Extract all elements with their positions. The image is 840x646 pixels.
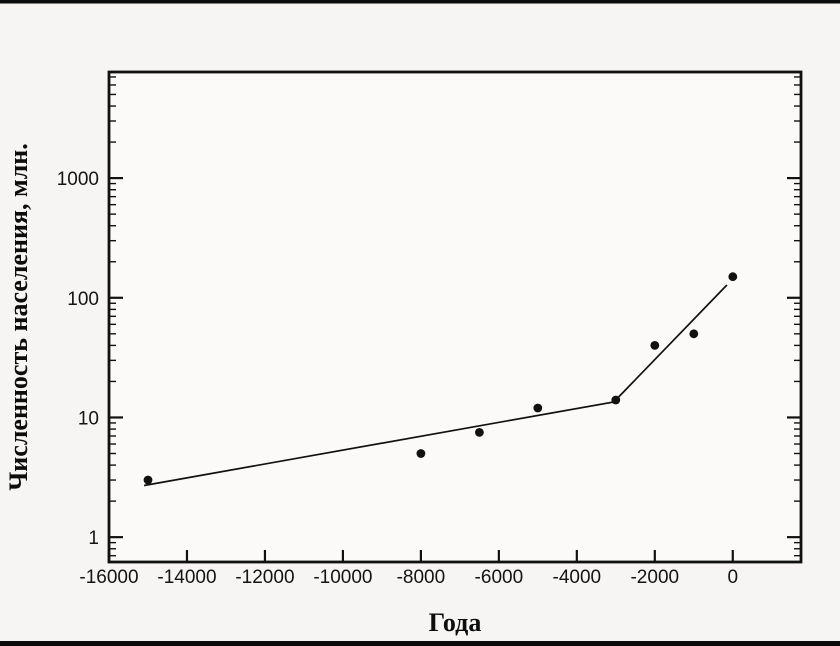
x-tick-label: -16000 [79,567,138,588]
top-border [0,0,840,4]
data-point [689,329,699,339]
y-axis-title: Численность населения, млн. [4,143,33,491]
x-tick-label: -4000 [553,567,602,588]
chart-frame [107,70,803,564]
x-tick-label: -8000 [397,567,446,588]
x-tick-label: -2000 [630,567,679,588]
bottom-border [0,641,840,646]
x-tick-label: 0 [727,567,738,588]
y-tick-label: 1 [88,528,99,549]
data-point [611,395,621,405]
x-axis-title: Года [429,608,482,637]
data-point [650,341,660,350]
x-tick-label: -14000 [157,567,216,588]
data-point [728,272,738,282]
y-tick-label: 10 [78,408,99,429]
data-point [533,403,543,413]
data-point [416,449,426,458]
x-tick-label: -12000 [235,567,294,588]
data-point [143,475,153,485]
x-tick-label: -10000 [313,567,372,588]
x-tick-label: -6000 [475,567,524,588]
plot-area [109,72,801,562]
data-point [475,428,484,437]
y-tick-label: 1000 [57,169,99,190]
y-tick-label: 100 [67,289,99,310]
